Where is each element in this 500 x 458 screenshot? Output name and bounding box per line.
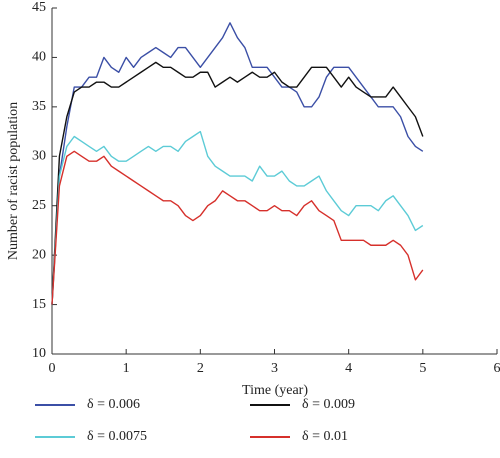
x-tick-label: 2 [197, 361, 204, 376]
x-axis-label: Time (year) [242, 383, 308, 398]
y-tick-label: 30 [32, 149, 46, 164]
x-tick-label: 4 [345, 361, 352, 376]
series-line [51, 61, 424, 305]
y-tick-label: 40 [32, 50, 46, 65]
legend-label: δ = 0.01 [302, 429, 348, 444]
y-tick-label: 25 [32, 198, 46, 213]
series-line [51, 22, 424, 305]
series-line [51, 130, 424, 305]
y-tick-label: 35 [32, 99, 46, 114]
y-tick-label: 45 [32, 0, 46, 15]
y-tick-label: 10 [32, 346, 46, 361]
series-line [51, 150, 424, 305]
y-tick-label: 15 [32, 297, 46, 312]
x-tick-label: 6 [494, 361, 500, 376]
x-tick-label: 1 [123, 361, 130, 376]
x-tick-label: 3 [271, 361, 278, 376]
x-tick-label: 5 [419, 361, 426, 376]
y-tick-label: 20 [32, 247, 46, 262]
legend-label: δ = 0.0075 [87, 429, 147, 444]
legend-label: δ = 0.006 [87, 397, 140, 412]
legend-label: δ = 0.009 [302, 397, 355, 412]
y-axis-label: Number of racist population [6, 102, 21, 260]
x-tick-label: 0 [49, 361, 56, 376]
